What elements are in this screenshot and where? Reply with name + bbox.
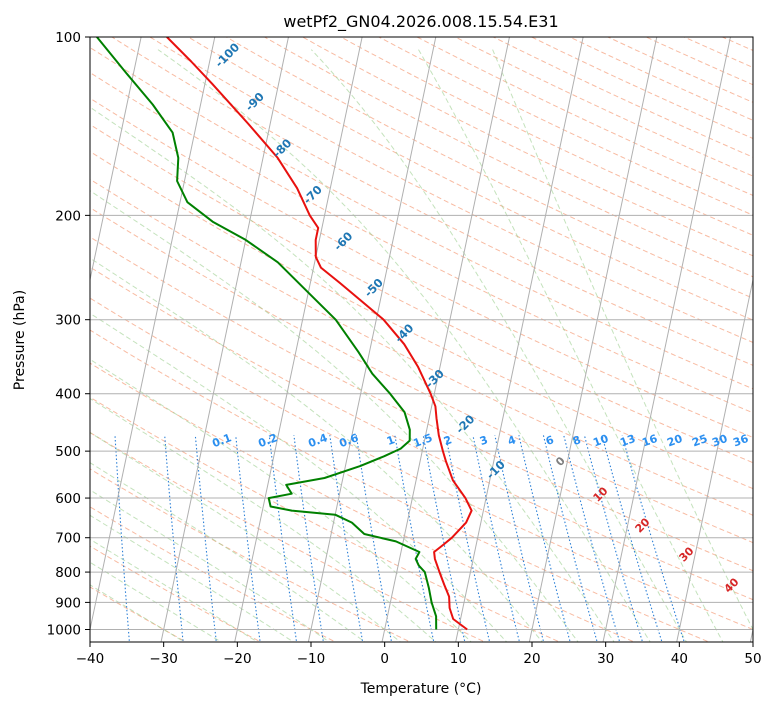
dry-adiabat: [90, 46, 753, 390]
dry-adiabat: [90, 396, 561, 642]
moist-adiabat: [90, 584, 186, 642]
dry-adiabat: [90, 123, 753, 464]
isotherm-gridline: [90, 37, 142, 283]
mixing-ratio-line: [563, 435, 621, 642]
mixing-ratio-label: 36: [731, 432, 750, 450]
mixing-ratio-line: [583, 435, 644, 642]
mixing-ratio-label: 25: [690, 432, 709, 449]
y-tick-label: 700: [55, 531, 81, 547]
isotherm-gridline: [602, 37, 731, 642]
moist-adiabat: [90, 257, 543, 642]
y-tick-label: 1000: [47, 623, 81, 639]
mixing-ratio-label: 1.5: [411, 431, 434, 450]
x-tick-label: 0: [380, 651, 389, 667]
mixing-ratio-line: [472, 435, 521, 642]
isotherm-gridline: [234, 37, 363, 642]
mixing-ratio-label: 8: [571, 433, 583, 448]
axes: −40 −30 −20 −10 0 10 20 30 40 5010020030040050060…: [47, 30, 762, 667]
y-tick-label: 600: [55, 491, 81, 507]
x-axis-label: Temperature (°C): [360, 681, 482, 697]
mixing-ratio-line: [329, 435, 364, 642]
y-tick-label: 300: [55, 313, 81, 329]
dry-adiabat: [90, 207, 753, 544]
dry-adiabat: [90, 150, 753, 490]
y-tick-label: 200: [55, 208, 81, 224]
x-tick-label: −40: [76, 651, 105, 667]
mixing-ratio-label: 0.4: [306, 431, 329, 450]
isotherm-gridline: [676, 277, 753, 642]
x-tick-label: 10: [450, 651, 467, 667]
dewpoint-profile: [96, 37, 438, 630]
y-tick-label: 500: [55, 444, 81, 460]
dry-adiabat: [90, 297, 753, 631]
moist-adiabat: [90, 431, 402, 642]
y-axis-label: Pressure (hPa): [12, 290, 28, 390]
mixing-ratio-label: 2: [442, 433, 454, 448]
x-tick-label: −30: [149, 651, 178, 667]
isotherm-gridline: [160, 37, 289, 642]
moist-adiabat: [90, 358, 472, 642]
mixing-ratio-line: [355, 435, 393, 642]
x-tick-label: 50: [744, 651, 761, 667]
y-tick-label: 100: [55, 30, 81, 46]
mixing-ratio-line: [518, 435, 571, 642]
plot-frame: [89, 36, 754, 643]
y-tick-label: 800: [55, 565, 81, 581]
moist-adiabat: [492, 49, 753, 631]
mixing-ratio-label: 0.6: [337, 431, 360, 450]
grid-lines: [90, 37, 753, 642]
isotherm-gridline: [528, 37, 658, 642]
isotherm-gridline: [307, 37, 437, 642]
isotherm-gridline: [90, 37, 216, 632]
background-lines: [90, 37, 753, 642]
dry-adiabat: [90, 266, 753, 601]
mixing-ratio-label: 6: [544, 433, 556, 448]
mixing-ratio-label: 1: [385, 433, 397, 448]
mixing-ratio-label: 0.2: [256, 431, 279, 450]
dry-adiabat: [90, 468, 412, 642]
mixing-ratio-label: 30: [710, 432, 729, 450]
moist-adiabat: [90, 489, 331, 642]
moist-adiabat: [418, 49, 724, 642]
moist-adiabat: [90, 462, 366, 642]
dry-adiabat: [90, 178, 753, 516]
x-tick-label: −10: [297, 651, 326, 667]
profile-lines: [96, 37, 473, 631]
mixing-ratio-label: 20: [665, 432, 684, 450]
mixing-ratio-label: 13: [618, 432, 637, 449]
x-tick-label: 20: [523, 651, 540, 667]
mixing-ratio-line: [542, 435, 598, 642]
x-tick-label: 40: [671, 651, 688, 667]
mixing-ratio-label: 0.1: [210, 431, 233, 450]
y-tick-label: 400: [55, 387, 81, 403]
mixing-ratio-line: [422, 435, 466, 642]
mixing-ratio-label: 10: [591, 432, 610, 450]
temperature-profile: [166, 37, 473, 631]
isotherm-gridline: [455, 37, 584, 642]
x-tick-label: −20: [223, 651, 252, 667]
y-tick-label: 900: [55, 595, 81, 611]
chart-title: wetPf2_GN04.2026.008.15.54.E31: [283, 12, 558, 32]
dry-adiabat: [90, 97, 753, 438]
isotherm-gridline: [381, 37, 510, 642]
x-tick-label: 30: [597, 651, 614, 667]
mixing-ratio-line: [494, 435, 545, 642]
mixing-ratio-line: [601, 435, 663, 642]
mixing-ratio-label: 4: [506, 433, 518, 448]
mixing-ratio-label: 3: [478, 433, 490, 448]
mixing-ratio-label: 16: [640, 432, 659, 450]
